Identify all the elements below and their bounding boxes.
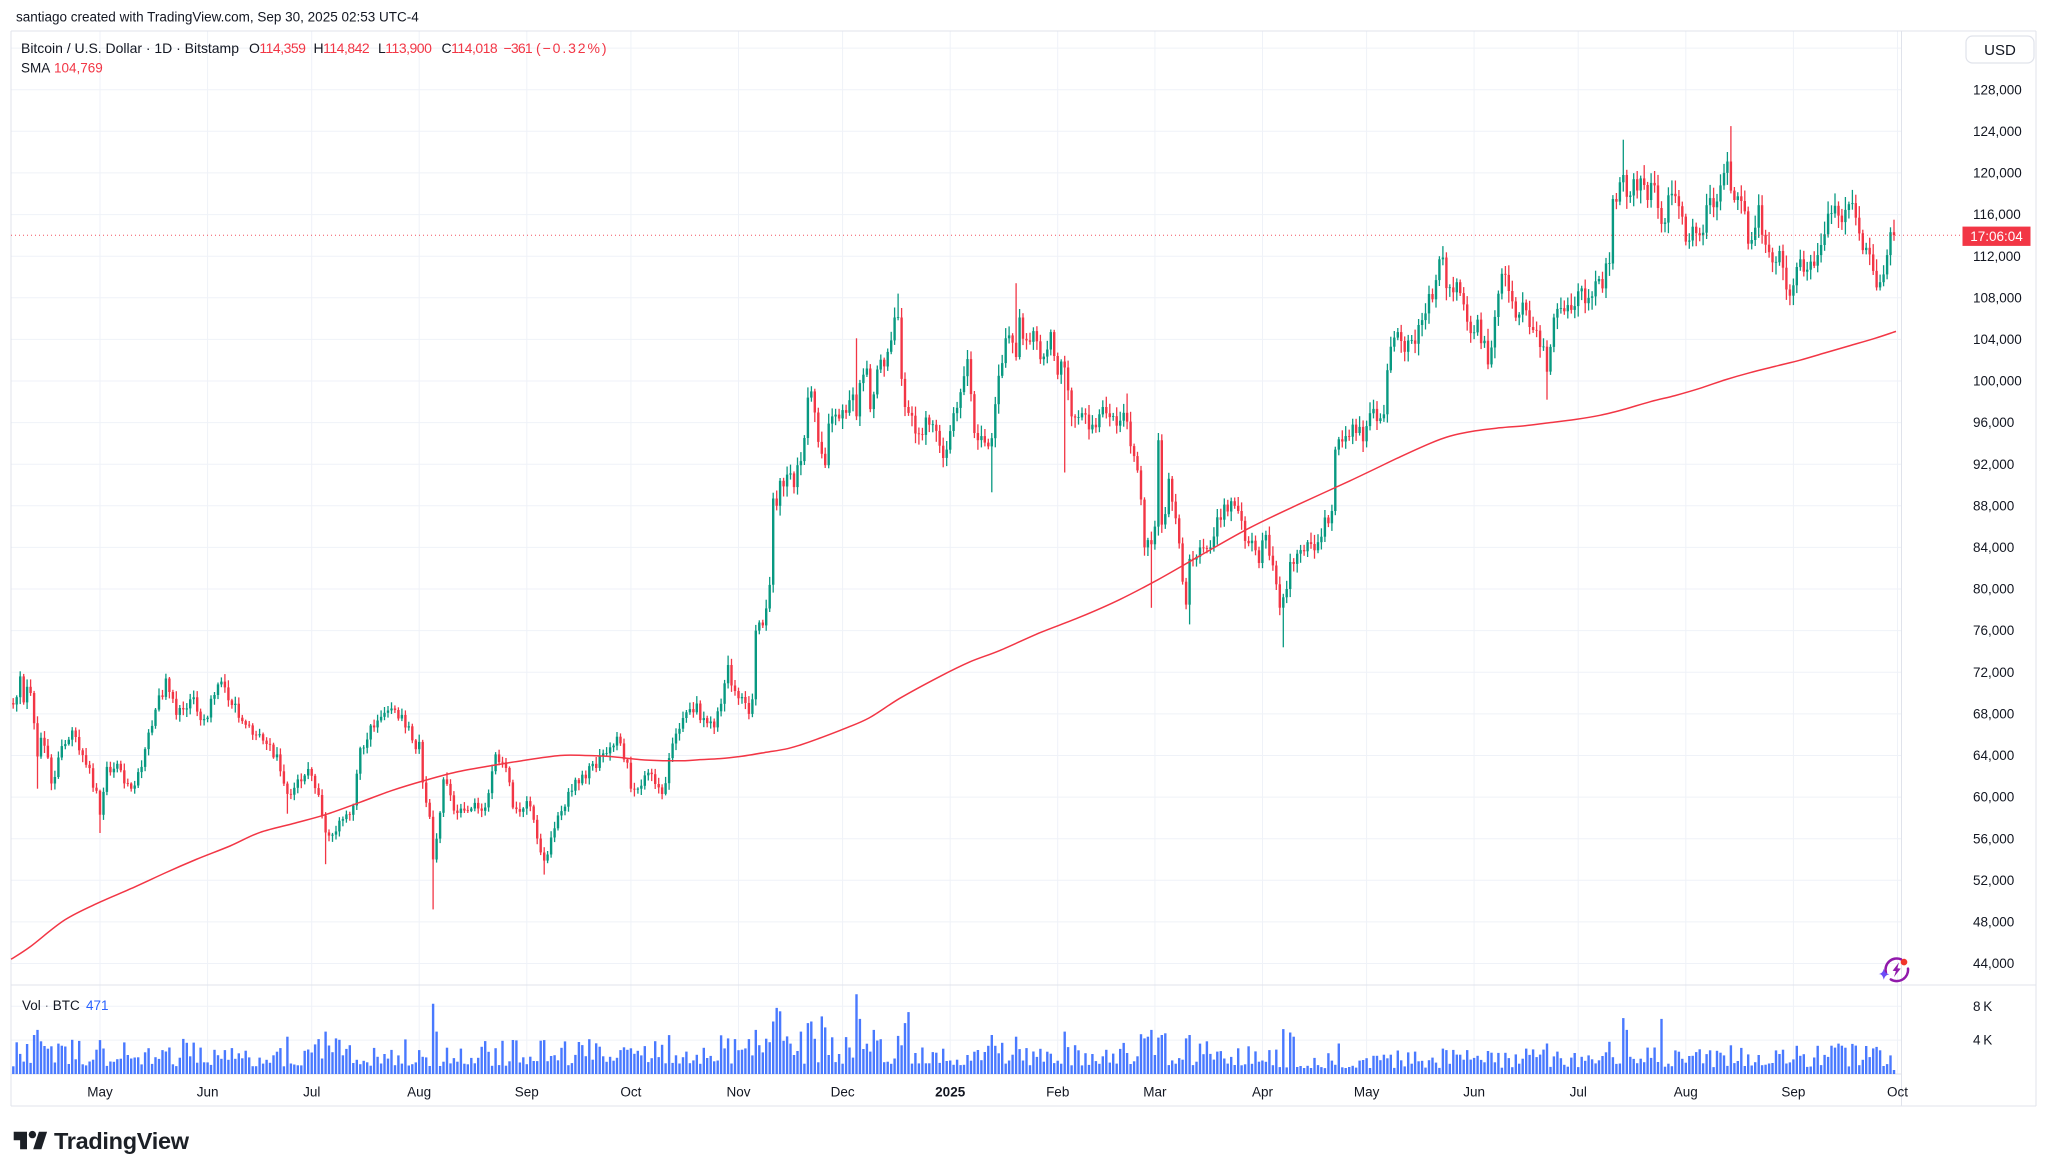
- svg-text:santiago created with TradingV: santiago created with TradingView.com, S…: [16, 10, 419, 25]
- svg-text:Oct: Oct: [620, 1085, 641, 1100]
- svg-text:8 K: 8 K: [1973, 999, 1992, 1014]
- svg-text:Aug: Aug: [407, 1085, 431, 1100]
- svg-text:108,000: 108,000: [1973, 290, 2022, 305]
- svg-text:Bitcoin / U.S. Dollar · 1D · B: Bitcoin / U.S. Dollar · 1D · Bitstamp: [21, 40, 239, 56]
- svg-text:88,000: 88,000: [1973, 498, 2014, 513]
- svg-text:64,000: 64,000: [1973, 748, 2014, 763]
- svg-text:Aug: Aug: [1674, 1085, 1698, 1100]
- svg-text:4 K: 4 K: [1973, 1033, 1992, 1048]
- svg-text:TradingView: TradingView: [54, 1128, 190, 1154]
- svg-text:116,000: 116,000: [1973, 207, 2021, 222]
- svg-text:−361: −361: [504, 40, 533, 56]
- svg-text:H114,842: H114,842: [314, 40, 370, 56]
- svg-text:44,000: 44,000: [1973, 956, 2014, 971]
- svg-text:48,000: 48,000: [1973, 915, 2014, 930]
- svg-text:Jun: Jun: [1463, 1085, 1485, 1100]
- svg-text:104,000: 104,000: [1973, 332, 2022, 347]
- svg-text:Feb: Feb: [1046, 1085, 1069, 1100]
- svg-text:68,000: 68,000: [1973, 707, 2014, 722]
- svg-text:92,000: 92,000: [1973, 457, 2014, 472]
- svg-text:O114,359: O114,359: [249, 40, 306, 56]
- svg-text:Sep: Sep: [515, 1085, 539, 1100]
- svg-text:Nov: Nov: [726, 1085, 750, 1100]
- svg-text:471: 471: [86, 998, 109, 1013]
- svg-text:L113,900: L113,900: [378, 40, 432, 56]
- svg-text:May: May: [87, 1085, 113, 1100]
- svg-text:96,000: 96,000: [1973, 415, 2014, 430]
- svg-text:100,000: 100,000: [1973, 374, 2022, 389]
- svg-text:104,769: 104,769: [54, 61, 103, 76]
- svg-text:SMA: SMA: [21, 61, 50, 76]
- svg-text:Jun: Jun: [197, 1085, 219, 1100]
- svg-text:76,000: 76,000: [1973, 623, 2014, 638]
- svg-text:C114,018: C114,018: [442, 40, 498, 56]
- svg-text:USD: USD: [1984, 42, 2016, 59]
- svg-text:128,000: 128,000: [1973, 82, 2022, 97]
- svg-text:60,000: 60,000: [1973, 790, 2014, 805]
- svg-text:17:06:04: 17:06:04: [1970, 229, 2023, 244]
- svg-text:52,000: 52,000: [1973, 873, 2014, 888]
- svg-text:112,000: 112,000: [1973, 249, 2021, 264]
- svg-text:Sep: Sep: [1781, 1085, 1805, 1100]
- svg-text:Vol · BTC: Vol · BTC: [22, 998, 80, 1013]
- svg-text:80,000: 80,000: [1973, 582, 2014, 597]
- svg-text:Oct: Oct: [1887, 1085, 1908, 1100]
- svg-text:72,000: 72,000: [1973, 665, 2014, 680]
- svg-text:Dec: Dec: [831, 1085, 855, 1100]
- svg-text:2025: 2025: [935, 1085, 966, 1100]
- svg-text:Apr: Apr: [1252, 1085, 1274, 1100]
- svg-text:Mar: Mar: [1143, 1085, 1167, 1100]
- svg-text:Jul: Jul: [1570, 1085, 1587, 1100]
- svg-text:84,000: 84,000: [1973, 540, 2014, 555]
- svg-text:(−0.32%): (−0.32%): [536, 40, 607, 56]
- svg-text:56,000: 56,000: [1973, 831, 2014, 846]
- svg-text:120,000: 120,000: [1973, 166, 2022, 181]
- svg-text:May: May: [1354, 1085, 1380, 1100]
- svg-text:124,000: 124,000: [1973, 124, 2022, 139]
- svg-text:Jul: Jul: [303, 1085, 320, 1100]
